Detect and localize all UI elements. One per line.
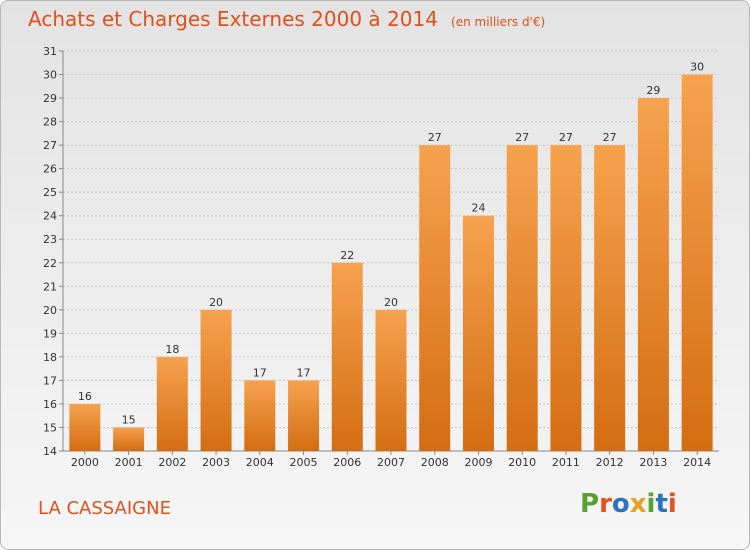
data-label-2006: 22 [340, 249, 354, 262]
data-label-2004: 17 [253, 366, 267, 379]
data-label-2008: 27 [428, 131, 442, 144]
logo-letter: i [667, 489, 677, 519]
x-tick-label-2004: 2004 [246, 456, 274, 469]
bar-2011 [550, 145, 582, 451]
y-tick-label: 19 [43, 327, 57, 340]
bar-2001 [113, 427, 145, 451]
x-tick-label-2007: 2007 [377, 456, 405, 469]
y-tick-label: 24 [43, 210, 57, 223]
x-tick-label-2009: 2009 [464, 456, 492, 469]
chart-title-text: Achats et Charges Externes 2000 à 2014 [28, 7, 438, 31]
y-tick-label: 14 [43, 445, 57, 458]
data-label-2011: 27 [559, 131, 573, 144]
y-tick-label: 28 [43, 116, 57, 129]
logo-letter: t [655, 489, 668, 519]
data-label-2009: 24 [471, 202, 485, 215]
data-label-2005: 17 [297, 366, 311, 379]
x-tick-label-2008: 2008 [421, 456, 449, 469]
data-label-2013: 29 [646, 84, 660, 97]
bar-2010 [506, 145, 538, 451]
bar-2003 [200, 309, 232, 451]
y-tick-label: 16 [43, 398, 57, 411]
logo-letter: P [580, 489, 600, 519]
y-tick-label: 17 [43, 374, 57, 387]
y-tick-label: 30 [43, 69, 57, 82]
bar-2004 [244, 380, 276, 451]
x-tick-label-2002: 2002 [158, 456, 186, 469]
x-tick-label-2012: 2012 [596, 456, 624, 469]
commune-name: LA CASSAIGNE [38, 498, 171, 519]
y-tick-label: 29 [43, 92, 57, 105]
bar-2002 [156, 356, 188, 451]
logo-letter: o [611, 489, 630, 519]
data-label-2007: 20 [384, 296, 398, 309]
x-tick-label-2011: 2011 [552, 456, 580, 469]
y-tick-label: 15 [43, 421, 57, 434]
x-tick-label-2010: 2010 [508, 456, 536, 469]
x-tick-label-2014: 2014 [683, 456, 711, 469]
x-tick-label-2001: 2001 [115, 456, 143, 469]
x-tick-label-2000: 2000 [71, 456, 99, 469]
data-label-2003: 20 [209, 296, 223, 309]
y-tick-label: 27 [43, 139, 57, 152]
x-tick-label-2013: 2013 [639, 456, 667, 469]
y-tick-label: 18 [43, 351, 57, 364]
logo-letter: r [599, 489, 612, 519]
logo-letter: x [629, 489, 647, 519]
bar-2013 [637, 98, 669, 451]
bar-2000 [69, 403, 101, 451]
y-tick-label: 26 [43, 163, 57, 176]
bar-2014 [681, 74, 713, 451]
bar-2012 [594, 145, 626, 451]
data-label-2000: 16 [78, 390, 92, 403]
x-tick-label-2003: 2003 [202, 456, 230, 469]
x-tick-label-2006: 2006 [333, 456, 361, 469]
bar-2009 [462, 215, 494, 451]
bar-2007 [375, 309, 407, 451]
y-tick-label: 23 [43, 233, 57, 246]
chart-unit: (en milliers d'€) [451, 15, 546, 29]
y-tick-label: 22 [43, 257, 57, 270]
logo-letter: i [646, 489, 656, 519]
y-tick-label: 31 [43, 45, 57, 58]
x-tick-label-2005: 2005 [290, 456, 318, 469]
bar-2005 [288, 380, 320, 451]
data-label-2012: 27 [603, 131, 617, 144]
bar-2006 [331, 262, 363, 451]
chart-title: Achats et Charges Externes 2000 à 2014 (… [28, 7, 545, 31]
data-label-2014: 30 [690, 61, 704, 74]
y-tick-label: 25 [43, 186, 57, 199]
data-label-2010: 27 [515, 131, 529, 144]
data-label-2002: 18 [165, 343, 179, 356]
proxiti-logo: Proxiti [580, 489, 677, 519]
y-tick-label: 20 [43, 304, 57, 317]
y-tick-label: 21 [43, 280, 57, 293]
data-label-2001: 15 [122, 413, 136, 426]
bar-2008 [419, 145, 451, 451]
